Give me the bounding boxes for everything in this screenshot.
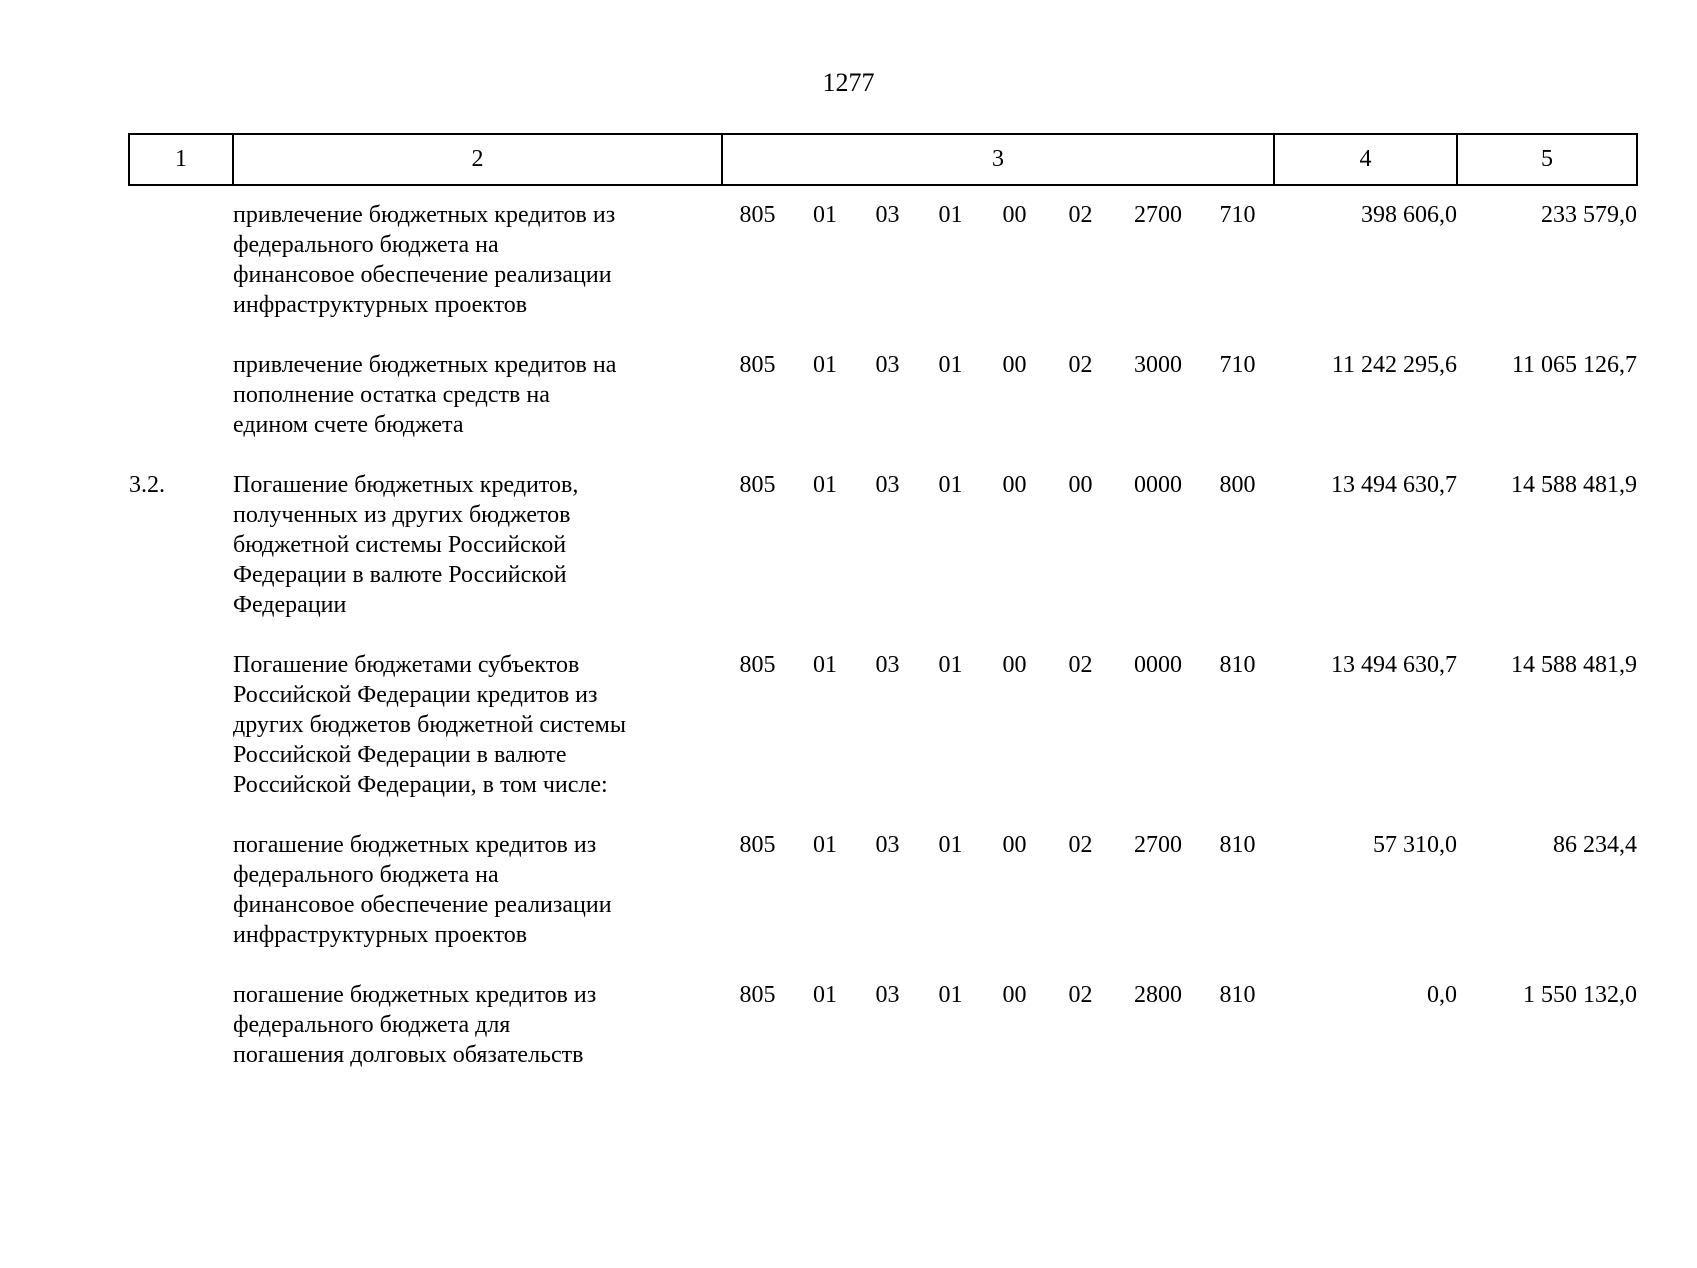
row-number-cell: 3.2.	[129, 472, 165, 498]
amount-col5-cell: 233 579,0	[1541, 202, 1637, 228]
code-cell: 00	[1002, 472, 1027, 498]
code-cell: 01	[938, 352, 963, 378]
code-cell: 03	[875, 982, 900, 1008]
code-cell: 03	[875, 832, 900, 858]
code-cell: 01	[813, 832, 837, 858]
code-cell: 710	[1219, 352, 1256, 378]
amount-col5-cell: 14 588 481,9	[1511, 472, 1637, 498]
row-number-cell	[129, 350, 233, 470]
row-description-cell: привлечение бюджетных кредитов из федера…	[233, 202, 616, 318]
code-cell: 00	[1002, 982, 1027, 1008]
code-cell: 01	[938, 982, 963, 1008]
code-cell: 2700	[1134, 202, 1182, 228]
table-row: погашение бюджетных кредитов из федераль…	[129, 830, 1637, 980]
code-cell: 810	[1219, 652, 1256, 678]
table-row: 3.2. Погашение бюджетных кредитов, получ…	[129, 470, 1637, 650]
table-header-row: 1 2 3 4 5	[128, 133, 1638, 186]
code-cell: 805	[739, 352, 776, 378]
amount-col5-cell: 14 588 481,9	[1511, 652, 1637, 678]
code-cell: 0000	[1134, 472, 1182, 498]
table-row: привлечение бюджетных кредитов на пополн…	[129, 350, 1637, 470]
document-page: 1277 1 2 3 4 5	[0, 68, 1697, 1100]
code-cell: 03	[875, 202, 900, 228]
code-cell: 01	[938, 652, 963, 678]
header-cell-1: 1	[128, 133, 234, 186]
row-description-cell: погашение бюджетных кредитов из федераль…	[233, 982, 597, 1068]
code-cell: 03	[875, 352, 900, 378]
code-cell: 805	[739, 472, 776, 498]
code-cell: 805	[739, 652, 776, 678]
budget-table: 1 2 3 4 5 привлечение бюджетных кредитов…	[128, 133, 1638, 1100]
row-number-cell	[129, 185, 233, 350]
row-number-cell	[129, 830, 233, 980]
amount-col4-cell: 13 494 630,7	[1331, 472, 1457, 498]
code-cell: 805	[739, 982, 776, 1008]
code-cell: 00	[1002, 202, 1027, 228]
header-cell-4: 4	[1273, 133, 1458, 186]
amount-col5-cell: 11 065 126,7	[1511, 352, 1637, 378]
code-cell: 02	[1068, 652, 1093, 678]
code-cell: 00	[1002, 352, 1027, 378]
code-cell: 810	[1219, 982, 1256, 1008]
code-cell: 01	[813, 202, 837, 228]
code-cell: 810	[1219, 832, 1256, 858]
code-cell: 02	[1068, 982, 1093, 1008]
header-cell-3: 3	[721, 133, 1275, 186]
amount-col4-cell: 57 310,0	[1373, 832, 1457, 858]
code-cell: 3000	[1134, 352, 1182, 378]
header-cell-2: 2	[232, 133, 723, 186]
header-cell-5: 5	[1456, 133, 1638, 186]
code-cell: 01	[813, 472, 837, 498]
code-cell: 02	[1068, 352, 1093, 378]
amount-col4-cell: 13 494 630,7	[1331, 652, 1457, 678]
amount-col5-cell: 1 550 132,0	[1523, 982, 1637, 1008]
row-description-cell: погашение бюджетных кредитов из федераль…	[233, 832, 612, 948]
row-description-cell: Погашение бюджетных кредитов, полученных…	[233, 472, 579, 618]
amount-col4-cell: 11 242 295,6	[1331, 352, 1457, 378]
row-description-cell: привлечение бюджетных кредитов на пополн…	[233, 352, 617, 438]
code-cell: 03	[875, 652, 900, 678]
code-cell: 01	[813, 982, 837, 1008]
table-row: погашение бюджетных кредитов из федераль…	[129, 980, 1637, 1100]
code-cell: 00	[1002, 832, 1027, 858]
table-row: привлечение бюджетных кредитов из федера…	[129, 185, 1637, 350]
code-cell: 01	[813, 352, 837, 378]
code-cell: 0000	[1134, 652, 1182, 678]
code-cell: 02	[1068, 202, 1093, 228]
code-cell: 2700	[1134, 832, 1182, 858]
row-number-cell	[129, 980, 233, 1100]
code-cell: 805	[739, 832, 776, 858]
code-cell: 01	[938, 832, 963, 858]
code-cell: 800	[1219, 472, 1256, 498]
row-description-cell: Погашение бюджетами субъектов Российской…	[233, 652, 626, 798]
table-row: Погашение бюджетами субъектов Российской…	[129, 650, 1637, 830]
code-cell: 00	[1068, 472, 1093, 498]
amount-col4-cell: 398 606,0	[1361, 202, 1457, 228]
code-cell: 01	[938, 472, 963, 498]
code-cell: 710	[1219, 202, 1256, 228]
code-cell: 2800	[1134, 982, 1182, 1008]
page-number: 1277	[822, 68, 875, 97]
amount-col4-cell: 0,0	[1427, 982, 1457, 1008]
code-cell: 02	[1068, 832, 1093, 858]
code-cell: 01	[938, 202, 963, 228]
row-number-cell	[129, 650, 233, 830]
code-cell: 03	[875, 472, 900, 498]
code-cell: 805	[739, 202, 776, 228]
code-cell: 00	[1002, 652, 1027, 678]
code-cell: 01	[813, 652, 837, 678]
amount-col5-cell: 86 234,4	[1553, 832, 1637, 858]
